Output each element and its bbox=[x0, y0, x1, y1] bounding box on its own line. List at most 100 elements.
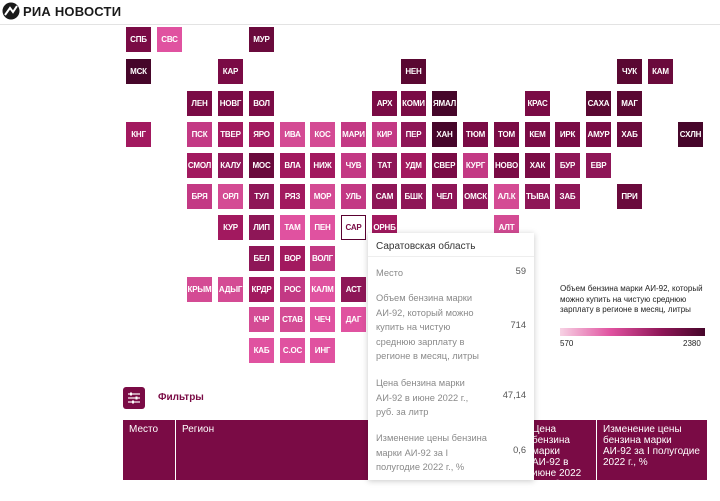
region-tile[interactable]: АДЫГ bbox=[218, 277, 243, 302]
tooltip-row-label: Цена бензина марки АИ-92 в июне 2022 г.,… bbox=[376, 378, 469, 417]
region-tile[interactable]: ПЕН bbox=[310, 215, 335, 240]
region-tile[interactable]: КАР bbox=[218, 59, 243, 84]
region-tile[interactable]: КНГ bbox=[126, 122, 151, 147]
region-tile[interactable]: ВОЛ bbox=[249, 91, 274, 116]
table-header-change[interactable]: Изменение цены бензина марки АИ-92 за I … bbox=[597, 420, 707, 480]
region-tile[interactable]: АЛ.К bbox=[494, 184, 519, 209]
region-tile[interactable]: ЛЕН bbox=[187, 91, 212, 116]
region-tile[interactable]: ОМСК bbox=[463, 184, 488, 209]
region-tile[interactable]: НЕН bbox=[401, 59, 426, 84]
region-tile[interactable]: ЧУК bbox=[617, 59, 642, 84]
region-tile[interactable]: КЕМ bbox=[525, 122, 550, 147]
region-tile[interactable]: ХАН bbox=[432, 122, 457, 147]
region-tile[interactable]: ТВЕР bbox=[218, 122, 243, 147]
region-tile[interactable]: ОРЛ bbox=[218, 184, 243, 209]
region-tile[interactable]: ПСК bbox=[187, 122, 212, 147]
region-tile[interactable]: СПБ bbox=[126, 27, 151, 52]
table-header-price[interactable]: Цена бензина марки АИ-92 в июне 2022 г.,… bbox=[528, 420, 596, 501]
region-tile[interactable]: ИНГ bbox=[310, 338, 335, 363]
region-tile[interactable]: КРАС bbox=[525, 91, 550, 116]
legend-max-value: 2380 bbox=[683, 339, 701, 348]
tooltip-divider bbox=[368, 256, 534, 257]
region-tile[interactable]: КИР bbox=[372, 122, 397, 147]
region-tile[interactable]: СХЛН bbox=[678, 122, 703, 147]
region-tile[interactable]: КРЫМ bbox=[187, 277, 212, 302]
region-tile[interactable]: ЧУВ bbox=[341, 153, 366, 178]
region-tile[interactable]: КЧР bbox=[249, 307, 274, 332]
region-tile[interactable]: ВОЛГ bbox=[310, 246, 335, 271]
region-tile[interactable]: САХА bbox=[586, 91, 611, 116]
region-tile[interactable]: УЛЬ bbox=[341, 184, 366, 209]
region-tile[interactable]: РЯЗ bbox=[280, 184, 305, 209]
region-tile[interactable]: МАГ bbox=[617, 91, 642, 116]
legend-title: Объем бензина марки АИ-92, который можно… bbox=[560, 284, 703, 314]
region-tile[interactable]: АРХ bbox=[372, 91, 397, 116]
region-tile[interactable]: ТЫВА bbox=[525, 184, 550, 209]
region-tile[interactable]: КУРГ bbox=[463, 153, 488, 178]
logo-text: РИА НОВОСТИ bbox=[23, 3, 122, 19]
region-tile[interactable]: ВОР bbox=[280, 246, 305, 271]
region-tile[interactable]: ИВА bbox=[280, 122, 305, 147]
region-tile[interactable]: СВС bbox=[157, 27, 182, 52]
filters-button[interactable] bbox=[123, 387, 145, 409]
region-tile[interactable]: ТАТ bbox=[372, 153, 397, 178]
region-tile[interactable]: КРДР bbox=[249, 277, 274, 302]
region-tile[interactable]: МОС bbox=[249, 153, 274, 178]
region-tile[interactable]: ПРИ bbox=[617, 184, 642, 209]
region-tile[interactable]: КАЛМ bbox=[310, 277, 335, 302]
region-tile[interactable]: САР bbox=[341, 215, 366, 240]
region-tile[interactable]: ВЛА bbox=[280, 153, 305, 178]
region-tile[interactable]: СМОЛ bbox=[187, 153, 212, 178]
region-tile[interactable]: МУР bbox=[249, 27, 274, 52]
site-header: РИА НОВОСТИ bbox=[0, 0, 720, 25]
region-tile[interactable]: ЗАБ bbox=[555, 184, 580, 209]
region-tile[interactable]: ХАБ bbox=[617, 122, 642, 147]
region-tile[interactable]: БРЯ bbox=[187, 184, 212, 209]
region-tile[interactable]: ДАГ bbox=[341, 307, 366, 332]
region-tile[interactable]: САМ bbox=[372, 184, 397, 209]
region-tile[interactable]: КАЛУ bbox=[218, 153, 243, 178]
region-tile[interactable]: ХАК bbox=[525, 153, 550, 178]
region-tile[interactable]: КАМ bbox=[648, 59, 673, 84]
table-header-region[interactable]: Регион bbox=[176, 420, 368, 480]
region-tile[interactable]: ТЮМ bbox=[463, 122, 488, 147]
region-tile[interactable]: БШК bbox=[401, 184, 426, 209]
region-tile[interactable]: ЛИП bbox=[249, 215, 274, 240]
region-tile[interactable]: НИЖ bbox=[310, 153, 335, 178]
ria-logo-icon bbox=[2, 2, 20, 20]
region-tile[interactable]: С.ОС bbox=[280, 338, 305, 363]
region-tile[interactable]: НОВГ bbox=[218, 91, 243, 116]
table-header-place[interactable]: Место bbox=[123, 420, 175, 480]
region-tile[interactable]: ЧЕЛ bbox=[432, 184, 457, 209]
region-tile[interactable]: БЕЛ bbox=[249, 246, 274, 271]
legend-color-scale bbox=[560, 328, 705, 336]
filters-label[interactable]: Фильтры bbox=[158, 392, 204, 403]
region-tile[interactable]: НОВО bbox=[494, 153, 519, 178]
region-tile[interactable]: ИРК bbox=[555, 122, 580, 147]
region-tile[interactable]: ЕВР bbox=[586, 153, 611, 178]
region-tile[interactable]: ТАМ bbox=[280, 215, 305, 240]
region-tile[interactable]: СВЕР bbox=[432, 153, 457, 178]
region-tile[interactable]: БУР bbox=[555, 153, 580, 178]
region-tile[interactable]: ПЕР bbox=[401, 122, 426, 147]
region-tile[interactable]: МОР bbox=[310, 184, 335, 209]
region-tile[interactable]: АСТ bbox=[341, 277, 366, 302]
region-tile[interactable]: КОМИ bbox=[401, 91, 426, 116]
sliders-icon bbox=[128, 392, 140, 404]
region-tile[interactable]: ЯМАЛ bbox=[432, 91, 457, 116]
region-tile[interactable]: МСК bbox=[126, 59, 151, 84]
region-tile[interactable]: ТОМ bbox=[494, 122, 519, 147]
region-tile[interactable]: ЧЕЧ bbox=[310, 307, 335, 332]
region-tile[interactable]: КАБ bbox=[249, 338, 274, 363]
region-tile[interactable]: СТАВ bbox=[280, 307, 305, 332]
region-tile[interactable]: ЯРО bbox=[249, 122, 274, 147]
region-tile[interactable]: РОС bbox=[280, 277, 305, 302]
tooltip-row-label: Место bbox=[376, 268, 403, 278]
region-tile[interactable]: АМУР bbox=[586, 122, 611, 147]
region-tile[interactable]: УДМ bbox=[401, 153, 426, 178]
logo[interactable]: РИА НОВОСТИ bbox=[2, 2, 121, 20]
region-tile[interactable]: КУР bbox=[218, 215, 243, 240]
region-tile[interactable]: МАРИ bbox=[341, 122, 366, 147]
region-tile[interactable]: КОС bbox=[310, 122, 335, 147]
region-tile[interactable]: ТУЛ bbox=[249, 184, 274, 209]
